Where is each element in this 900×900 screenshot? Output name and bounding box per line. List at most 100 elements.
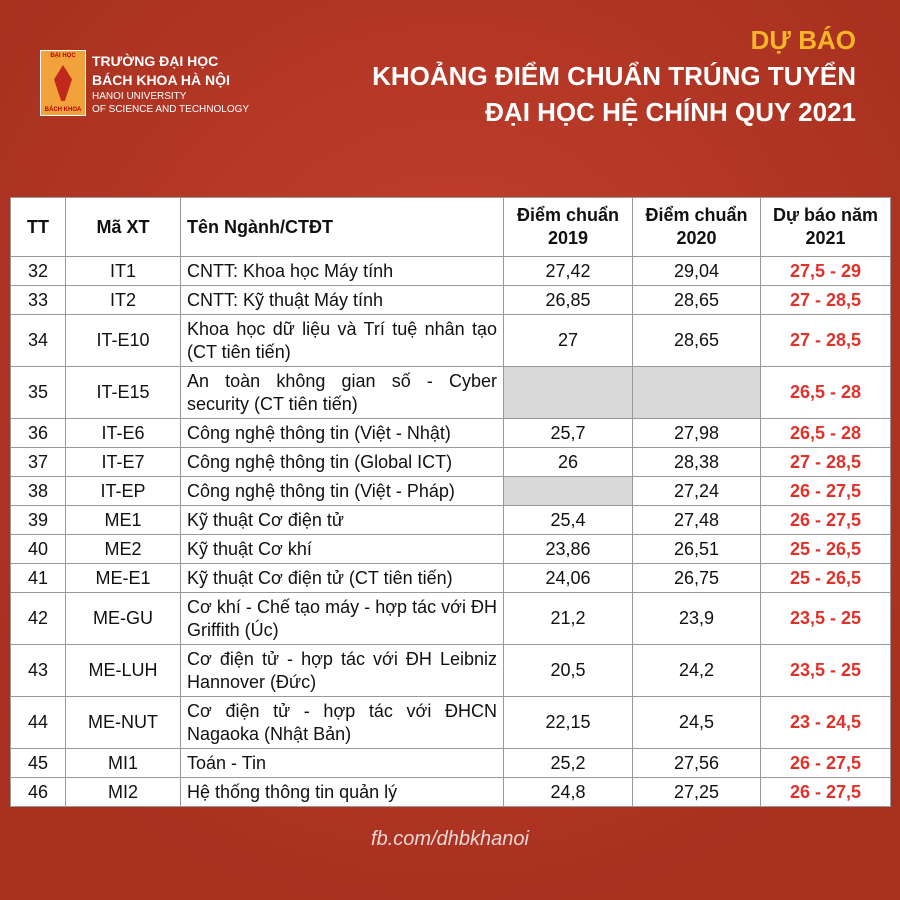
- cell: Kỹ thuật Cơ khí: [180, 534, 504, 564]
- cell: Kỹ thuật Cơ điện tử (CT tiên tiến): [180, 563, 504, 593]
- cell: 35: [10, 366, 66, 419]
- cell: ME2: [65, 534, 181, 564]
- cell: 27 - 28,5: [760, 285, 891, 315]
- cell: 20,5: [503, 644, 633, 697]
- cell: 26,85: [503, 285, 633, 315]
- cell: 24,06: [503, 563, 633, 593]
- logo-text: BÁCH KHOA: [44, 107, 82, 113]
- cell: 45: [10, 748, 66, 778]
- logo-text: ĐẠI HỌC: [50, 53, 76, 59]
- title-line: KHOẢNG ĐIỂM CHUẨN TRÚNG TUYỂN: [372, 61, 856, 91]
- cell: 26 - 27,5: [760, 505, 891, 535]
- table-row: 36 IT-E6 Công nghệ thông tin (Việt - Nhật)…: [10, 418, 891, 448]
- logo-mark: [54, 65, 72, 101]
- cell: Công nghệ thông tin (Global ICT): [180, 447, 504, 477]
- cell: ME-GU: [65, 592, 181, 645]
- cell: 27,48: [632, 505, 761, 535]
- cell: Khoa học dữ liệu và Trí tuệ nhân tạo (CT…: [180, 314, 504, 367]
- cell: 22,15: [503, 696, 633, 749]
- cell: 26,5 - 28: [760, 366, 891, 419]
- table-row: 33 IT2 CNTT: Kỹ thuật Máy tính 26,85 28,65 27…: [10, 285, 891, 315]
- table-row: 39 ME1 Kỹ thuật Cơ điện tử 25,4 27,48 26 - 27…: [10, 505, 891, 535]
- cell: CNTT: Khoa học Máy tính: [180, 256, 504, 286]
- cell: 33: [10, 285, 66, 315]
- cell: 26,5 - 28: [760, 418, 891, 448]
- cell: 28,65: [632, 285, 761, 315]
- table-row: 42 ME-GU Cơ khí - Chế tạo máy - hợp tác vớ…: [10, 592, 891, 645]
- cell: IT2: [65, 285, 181, 315]
- cell: 25 - 26,5: [760, 534, 891, 564]
- cell: 27,98: [632, 418, 761, 448]
- cell: IT-E15: [65, 366, 181, 419]
- column-header: Tên Ngành/CTĐT: [180, 197, 504, 257]
- school-line: OF SCIENCE AND TECHNOLOGY: [92, 104, 250, 115]
- cell: 26 - 27,5: [760, 476, 891, 506]
- cell: Cơ điện tử - hợp tác với ĐHCN Nagaoka (N…: [180, 696, 504, 749]
- cell: 23,9: [632, 592, 761, 645]
- cell: 44: [10, 696, 66, 749]
- cell: 46: [10, 777, 66, 807]
- title-line: DỰ BÁO: [750, 25, 856, 55]
- school-line: TRƯỜNG ĐẠI HỌC: [92, 53, 219, 69]
- cell: MI1: [65, 748, 181, 778]
- cell: 27 - 28,5: [760, 314, 891, 367]
- cell: ME-E1: [65, 563, 181, 593]
- cell: 24,5: [632, 696, 761, 749]
- table-row: 32 IT1 CNTT: Khoa học Máy tính 27,42 29,04 27…: [10, 256, 891, 286]
- cell: Cơ khí - Chế tạo máy - hợp tác với ĐH Gr…: [180, 592, 504, 645]
- cell: 24,2: [632, 644, 761, 697]
- table-row: 41 ME-E1 Kỹ thuật Cơ điện tử (CT tiên tiến…: [10, 563, 891, 593]
- cell: MI2: [65, 777, 181, 807]
- cell: 26,75: [632, 563, 761, 593]
- column-header: Dự báo năm 2021: [760, 197, 891, 257]
- school-line: BÁCH KHOA HÀ NỘI: [92, 72, 230, 88]
- cell: 26 - 27,5: [760, 777, 891, 807]
- cell: 38: [10, 476, 66, 506]
- empty-cell: [503, 476, 633, 506]
- cell: 24,8: [503, 777, 633, 807]
- cell: Toán - Tin: [180, 748, 504, 778]
- cell: 26,51: [632, 534, 761, 564]
- cell: An toàn không gian số - Cyber security (…: [180, 366, 504, 419]
- cell: 23,5 - 25: [760, 592, 891, 645]
- cell: 23 - 24,5: [760, 696, 891, 749]
- header-row: TT Mã XT Tên Ngành/CTĐT Điểm chuẩn 2019 Điểm…: [10, 197, 891, 257]
- table-row: 44 ME-NUT Cơ điện tử - hợp tác với ĐHCN Na…: [10, 696, 891, 749]
- cell: 41: [10, 563, 66, 593]
- title: DỰ BÁO KHOẢNG ĐIỂM CHUẨN TRÚNG TUYỂN ĐẠI H…: [372, 22, 856, 130]
- cell: 28,38: [632, 447, 761, 477]
- empty-cell: [632, 366, 761, 419]
- title-line: ĐẠI HỌC HỆ CHÍNH QUY 2021: [485, 97, 856, 127]
- cell: Kỹ thuật Cơ điện tử: [180, 505, 504, 535]
- cell: 40: [10, 534, 66, 564]
- column-header: Mã XT: [65, 197, 181, 257]
- cell: IT-E6: [65, 418, 181, 448]
- cell: IT-E10: [65, 314, 181, 367]
- cell: CNTT: Kỹ thuật Máy tính: [180, 285, 504, 315]
- cell: IT-EP: [65, 476, 181, 506]
- cell: 25,2: [503, 748, 633, 778]
- school-name: TRƯỜNG ĐẠI HỌC BÁCH KHOA HÀ NỘI HANOI UNIV…: [92, 52, 249, 116]
- table-row: 45 MI1 Toán - Tin 25,2 27,56 26 - 27,5: [10, 748, 891, 778]
- logo: ĐẠI HỌC BÁCH KHOA: [40, 50, 86, 116]
- cell: 34: [10, 314, 66, 367]
- cell: ME-NUT: [65, 696, 181, 749]
- cell: ME-LUH: [65, 644, 181, 697]
- cell: 39: [10, 505, 66, 535]
- cell: 27,25: [632, 777, 761, 807]
- cell: 28,65: [632, 314, 761, 367]
- column-header: TT: [10, 197, 66, 257]
- score-table: TT Mã XT Tên Ngành/CTĐT Điểm chuẩn 2019 Điểm…: [10, 197, 891, 807]
- cell: 27,24: [632, 476, 761, 506]
- cell: 25,4: [503, 505, 633, 535]
- table-row: 46 MI2 Hệ thống thông tin quản lý 24,8 27,25…: [10, 777, 891, 807]
- cell: 27,42: [503, 256, 633, 286]
- cell: 25,7: [503, 418, 633, 448]
- cell: 42: [10, 592, 66, 645]
- table-row: 38 IT-EP Công nghệ thông tin (Việt - Pháp)…: [10, 476, 891, 506]
- cell: IT-E7: [65, 447, 181, 477]
- column-header: Điểm chuẩn 2020: [632, 197, 761, 257]
- cell: 29,04: [632, 256, 761, 286]
- cell: 23,5 - 25: [760, 644, 891, 697]
